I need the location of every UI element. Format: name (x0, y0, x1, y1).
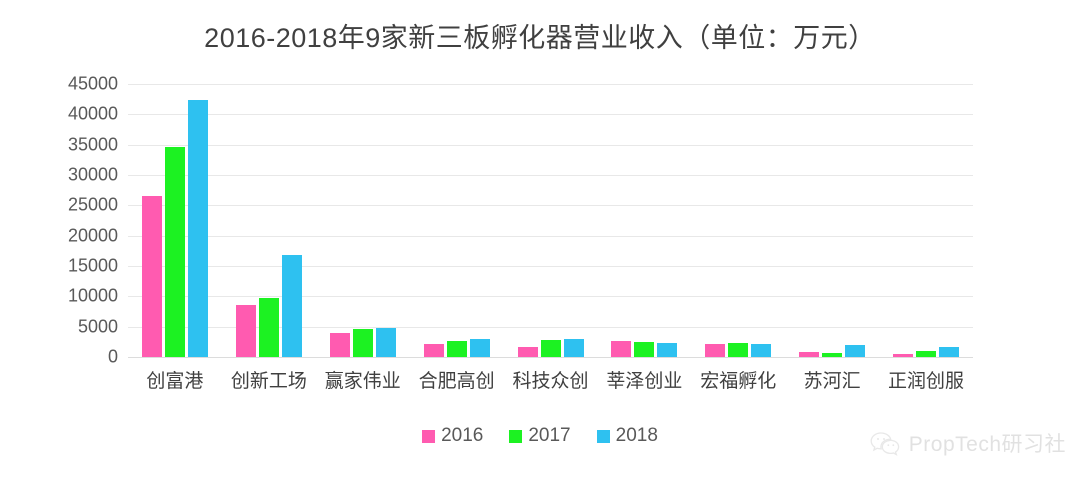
y-axis: 45000 40000 35000 30000 25000 20000 15000 10000… (0, 74, 118, 367)
bar-2016-正润创服[interactable] (893, 353, 914, 357)
x-axis-tick-label: 莘泽创业 (606, 371, 683, 392)
bar-2018-莘泽创业[interactable] (657, 343, 678, 357)
y-axis-tick-label: 20000 (67, 225, 118, 246)
bar-2017-正润创服[interactable] (916, 351, 937, 357)
legend-item-2018[interactable]: 2018 (596, 425, 658, 447)
bar-2016-赢家伟业[interactable] (329, 333, 350, 357)
bar-2016-科技众创[interactable] (517, 346, 538, 357)
bar-2016-创新工场[interactable] (235, 304, 256, 357)
gridline (128, 84, 973, 85)
bar-group (329, 84, 396, 357)
gridline (128, 296, 973, 298)
x-axis-tick-label: 正润创服 (888, 371, 965, 392)
bar-2018-科技众创[interactable] (563, 339, 584, 357)
gridline (128, 144, 973, 146)
y-axis-tick-label: 30000 (67, 164, 118, 185)
bar-2018-创新工场[interactable] (281, 255, 302, 357)
y-axis-tick-label: 40000 (67, 103, 118, 124)
gridline (128, 235, 973, 237)
y-axis-tick-label: 45000 (67, 73, 118, 94)
plot-area-gridlines (128, 84, 973, 358)
watermark-text: PropTech研习社 (908, 433, 1066, 456)
watermark: PropTech研习社 (870, 428, 1066, 458)
y-axis-tick-label: 35000 (67, 134, 118, 155)
x-axis-tick-label: 宏福孵化 (700, 371, 777, 392)
bar-2016-莘泽创业[interactable] (611, 341, 632, 357)
gridline (128, 357, 973, 358)
y-axis-tick-label: 15000 (67, 255, 118, 276)
gridline (128, 266, 973, 267)
y-axis-tick-label: 5000 (77, 316, 118, 337)
bar-2016-创富港[interactable] (141, 196, 162, 357)
bar-2017-宏福孵化[interactable] (728, 343, 749, 357)
bar-group (141, 84, 208, 357)
bar-2018-合肥高创[interactable] (469, 338, 490, 357)
bar-group (423, 84, 490, 357)
bars-layer (128, 84, 973, 357)
y-axis-tick-label: 10000 (67, 285, 118, 306)
bar-2018-正润创服[interactable] (939, 346, 960, 357)
legend-item-2017[interactable]: 2017 (509, 425, 571, 447)
bar-group (705, 84, 772, 357)
gridline (128, 326, 973, 328)
bar-2017-赢家伟业[interactable] (352, 329, 373, 357)
bar-2017-莘泽创业[interactable] (634, 341, 655, 357)
x-axis-tick-label: 科技众创 (512, 371, 589, 392)
bar-2016-苏河汇[interactable] (799, 351, 820, 357)
bar-2017-创新工场[interactable] (258, 297, 279, 357)
bar-2016-合肥高创[interactable] (423, 343, 444, 357)
bar-group (893, 84, 960, 357)
bar-2017-科技众创[interactable] (540, 340, 561, 357)
legend-swatch-icon (509, 429, 523, 443)
legend-label: 2018 (615, 425, 658, 446)
bar-group (235, 84, 302, 357)
y-axis-tick-label: 25000 (67, 194, 118, 215)
bar-group (799, 84, 866, 357)
legend-label: 2016 (441, 425, 484, 446)
bar-2018-创富港[interactable] (187, 100, 208, 357)
x-axis-tick-label: 创富港 (146, 371, 204, 392)
bar-2017-创富港[interactable] (164, 147, 185, 357)
x-axis-tick-label: 苏河汇 (803, 371, 861, 392)
bar-2017-苏河汇[interactable] (822, 353, 843, 357)
bar-group (517, 84, 584, 357)
y-axis-tick-label: 0 (107, 346, 118, 367)
chart-legend: 2016 2017 2018 (0, 425, 1080, 447)
chart-title: 2016-2018年9家新三板孵化器营业收入（单位：万元） (204, 23, 876, 53)
legend-swatch-icon (422, 429, 436, 443)
legend-swatch-icon (596, 429, 610, 443)
gridline (128, 114, 973, 116)
legend-label: 2017 (528, 425, 571, 446)
bar-2017-合肥高创[interactable] (446, 340, 467, 357)
bar-2018-赢家伟业[interactable] (375, 327, 396, 357)
x-axis-tick-label: 赢家伟业 (324, 371, 401, 392)
x-axis-tick-label: 合肥高创 (418, 371, 495, 392)
wechat-icon (870, 431, 900, 456)
bar-2018-宏福孵化[interactable] (751, 343, 772, 357)
bar-2018-苏河汇[interactable] (845, 345, 866, 357)
x-axis: 创富港 创新工场 赢家伟业 合肥高创 科技众创 莘泽创业 宏福孵化 苏河汇 正润创服 (128, 366, 973, 396)
gridline (128, 175, 973, 176)
bar-2016-宏福孵化[interactable] (705, 343, 726, 357)
bar-group (611, 84, 678, 357)
x-axis-tick-label: 创新工场 (230, 371, 307, 392)
legend-item-2016[interactable]: 2016 (422, 425, 483, 447)
gridline (128, 205, 973, 207)
